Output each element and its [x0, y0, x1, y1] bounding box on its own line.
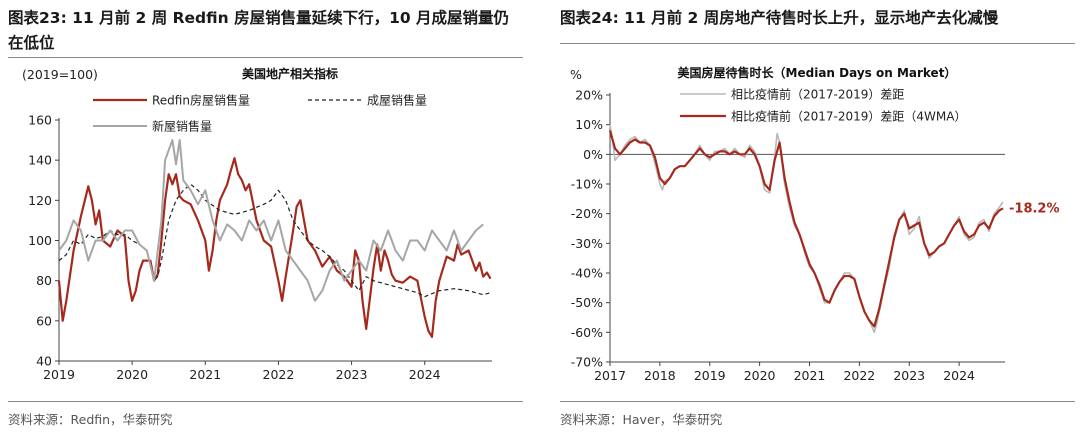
series-line-1: [609, 124, 1004, 334]
x-tick-label: 2024: [409, 367, 441, 382]
x-tick-label: 2023: [893, 368, 925, 383]
legend-label-1: 相比疫情前（2017-2019）差距: [731, 87, 904, 102]
x-tick-label: 2022: [263, 367, 295, 382]
chart-panel-right: 图表24: 11 月前 2 周房地产待售时长上升，显示地产去化减慢 美国房屋待售…: [552, 0, 1080, 435]
y-tick-label: 160: [28, 113, 52, 128]
y-tick-label: -70%: [571, 355, 603, 370]
x-tick-label: 2020: [116, 367, 148, 382]
x-tick-label: 2024: [943, 368, 975, 383]
chart-panel-left: 图表23: 11 月前 2 周 Redfin 房屋销售量延续下行，10 月成屋销…: [0, 0, 528, 435]
y-tick-label: -60%: [571, 325, 603, 340]
legend-label-3: 新屋销售量: [152, 119, 212, 134]
legend-label-2: 成屋销售量: [367, 93, 427, 108]
y-tick-label: 80: [36, 273, 52, 288]
figure-title: 图表23: 11 月前 2 周 Redfin 房屋销售量延续下行，10 月成屋销…: [8, 9, 510, 52]
y-tick-label: -30%: [571, 236, 603, 251]
legend-label-1: Redfin房屋销售量: [152, 93, 250, 108]
x-tick-label: 2023: [336, 367, 368, 382]
y-tick-label: 0%: [583, 147, 603, 162]
source-rule: [560, 401, 1075, 402]
line-chart-left: 美国地产相关指标 (2019=100) 40 60 80 100 120 140 160 2019…: [22, 66, 492, 382]
y-tick-label: 100: [28, 233, 52, 248]
source-rule: [8, 401, 523, 402]
series-line-2: [608, 130, 1004, 328]
x-tick-label: 2018: [644, 368, 676, 383]
series-line-1: [57, 157, 492, 338]
source-note: 资料来源：Haver，华泰研究: [560, 412, 723, 427]
y-tick-label: -40%: [571, 266, 603, 281]
x-tick-label: 2020: [744, 368, 776, 383]
y-tick-label: 40: [36, 354, 52, 369]
title-rule: [8, 57, 523, 58]
x-tick-label: 2019: [694, 368, 726, 383]
y-tick-label: 120: [28, 193, 52, 208]
x-tick-label: 2021: [794, 368, 826, 383]
chart-title: 美国房屋待售时长（Median Days on Market）: [678, 65, 957, 80]
x-tick-label: 2022: [843, 368, 875, 383]
legend-label-2: 相比疫情前（2017-2019）差距（4WMA）: [731, 109, 966, 124]
source-note: 资料来源：Redfin，华泰研究: [8, 412, 173, 427]
y-tick-label: -20%: [571, 206, 603, 221]
title-rule: [560, 43, 1075, 44]
figure-title: 图表24: 11 月前 2 周房地产待售时长上升，显示地产去化减慢: [560, 9, 999, 27]
end-value-annotation: -18.2%: [1009, 201, 1060, 216]
y-tick-label: 140: [28, 153, 52, 168]
y-tick-label: 10%: [575, 117, 603, 132]
unit-label: %: [570, 67, 582, 82]
x-tick-label: 2019: [43, 367, 75, 382]
x-tick-label: 2021: [189, 367, 221, 382]
y-tick-label: 60: [36, 313, 52, 328]
unit-label: (2019=100): [22, 67, 98, 82]
y-tick-label: -50%: [571, 295, 603, 310]
line-chart-right: 美国房屋待售时长（Median Days on Market）% 20% 10% 0%…: [570, 65, 1060, 383]
chart-title: 美国地产相关指标: [242, 66, 338, 81]
x-tick-label: 2017: [594, 368, 626, 383]
series-line-3: [58, 139, 484, 302]
series-line-2: [58, 183, 491, 298]
y-tick-label: -10%: [571, 177, 603, 192]
y-tick-label: 20%: [575, 88, 603, 103]
